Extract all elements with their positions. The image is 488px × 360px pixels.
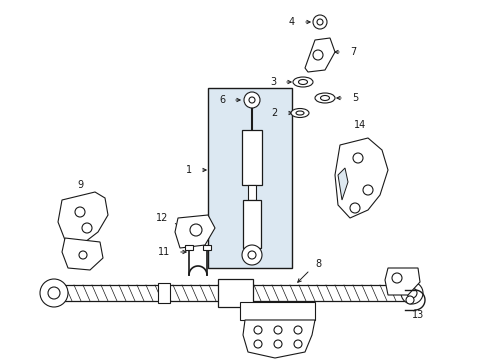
Text: 13: 13 (411, 310, 423, 320)
Text: 4: 4 (288, 17, 294, 27)
Ellipse shape (292, 77, 312, 87)
Circle shape (253, 340, 262, 348)
Circle shape (405, 296, 413, 304)
Circle shape (352, 153, 362, 163)
Ellipse shape (314, 93, 334, 103)
Circle shape (75, 207, 85, 217)
Circle shape (406, 288, 416, 298)
Circle shape (48, 287, 60, 299)
Circle shape (349, 203, 359, 213)
Polygon shape (337, 168, 347, 200)
Circle shape (244, 92, 260, 108)
Text: 12: 12 (155, 213, 168, 223)
Bar (207, 88, 291, 268)
Circle shape (293, 340, 302, 348)
Circle shape (273, 326, 282, 334)
Text: 5: 5 (351, 93, 358, 103)
Ellipse shape (290, 108, 308, 117)
Circle shape (362, 185, 372, 195)
Circle shape (400, 282, 422, 304)
Circle shape (316, 19, 323, 25)
Bar (247, 185, 256, 200)
Bar (242, 130, 262, 185)
Bar (158, 283, 170, 303)
Circle shape (312, 15, 326, 29)
Circle shape (253, 326, 262, 334)
Polygon shape (62, 238, 103, 270)
Bar (203, 245, 210, 250)
Circle shape (391, 273, 401, 283)
Circle shape (82, 223, 92, 233)
Text: 14: 14 (353, 120, 366, 130)
Text: 8: 8 (314, 259, 321, 269)
Text: 1: 1 (185, 165, 192, 175)
Polygon shape (243, 320, 314, 358)
Circle shape (40, 279, 68, 307)
Circle shape (242, 245, 262, 265)
Text: 11: 11 (158, 247, 170, 257)
Text: 10: 10 (271, 340, 284, 350)
Circle shape (190, 224, 202, 236)
Text: 3: 3 (269, 77, 275, 87)
Ellipse shape (320, 95, 329, 100)
Circle shape (293, 326, 302, 334)
Ellipse shape (298, 80, 307, 85)
Text: 7: 7 (349, 47, 356, 57)
Text: 2: 2 (271, 108, 278, 118)
Bar (243, 200, 261, 248)
Polygon shape (305, 38, 334, 72)
Text: 9: 9 (77, 180, 83, 190)
Bar (240, 302, 314, 320)
Bar (54, 285, 407, 301)
Ellipse shape (295, 111, 304, 115)
Polygon shape (58, 192, 108, 242)
Polygon shape (334, 138, 387, 218)
Polygon shape (175, 215, 215, 248)
Circle shape (79, 251, 87, 259)
Polygon shape (384, 268, 419, 295)
Circle shape (248, 97, 254, 103)
Circle shape (312, 50, 323, 60)
Circle shape (247, 251, 256, 259)
Bar (218, 279, 252, 307)
Bar (184, 245, 193, 250)
Text: 6: 6 (219, 95, 224, 105)
Circle shape (273, 340, 282, 348)
